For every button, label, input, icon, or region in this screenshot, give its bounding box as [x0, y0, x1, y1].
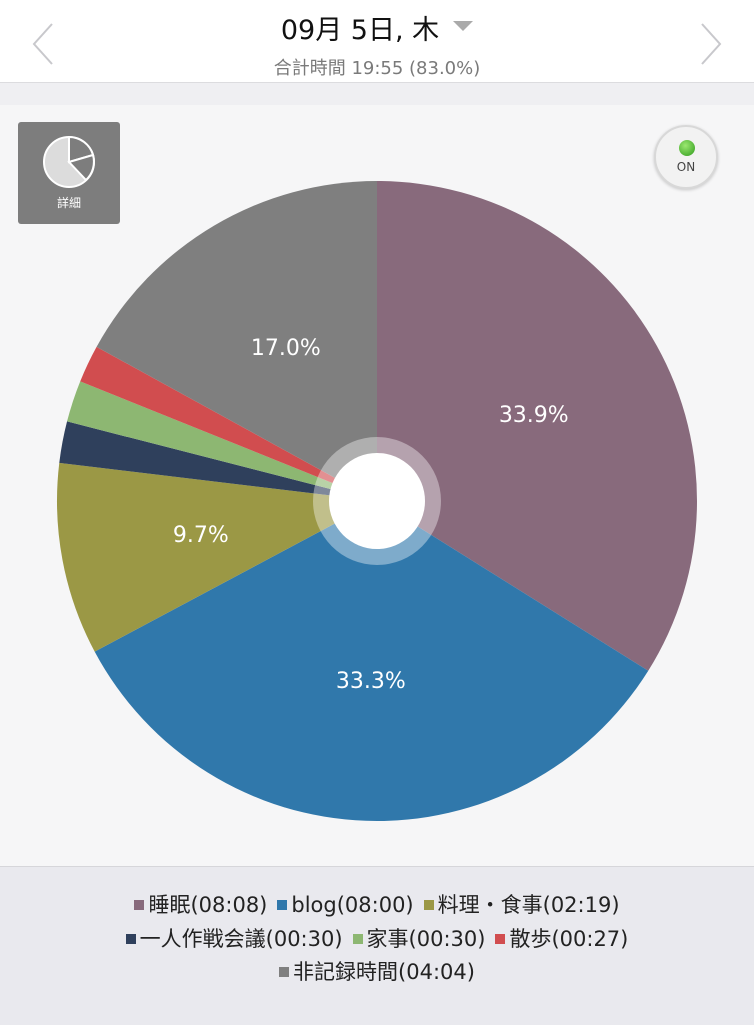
on-toggle-label: ON — [676, 160, 696, 174]
legend-label: 一人作戦会議(00:30) — [139, 927, 343, 951]
dropdown-arrow-icon — [453, 21, 474, 31]
pie-chart: 33.9% 33.3% 9.7% 17.0% — [57, 180, 697, 822]
legend-label: blog(08:00) — [291, 893, 414, 917]
legend-item: blog(08:00) — [277, 893, 414, 917]
legend-swatch — [134, 900, 145, 910]
pie-slice-0[interactable] — [377, 181, 697, 671]
legend-item: 散歩(00:27) — [495, 923, 628, 953]
header-bar: 09月 5日, 木 合計時間 19:55 (83.0%) — [0, 0, 754, 83]
date-selector[interactable]: 09月 5日, 木 — [0, 12, 754, 50]
detail-label: 詳細 — [56, 196, 81, 210]
pie-slice-2[interactable] — [57, 462, 378, 652]
donut-hole — [329, 453, 425, 549]
legend-label: 散歩(00:27) — [509, 927, 629, 951]
legend-item: 一人作戦会議(00:30) — [125, 923, 343, 953]
next-day-button[interactable] — [688, 22, 728, 66]
legend-item: 家事(00:30) — [352, 923, 486, 953]
legend-label: 料理・食事(02:19) — [437, 893, 620, 917]
pie-slice-1[interactable] — [94, 501, 649, 822]
legend-item: 睡眠(08:08) — [134, 889, 267, 919]
status-led-icon — [679, 140, 695, 156]
previous-day-button[interactable] — [26, 22, 66, 66]
slice-label-1: 33.3% — [336, 669, 406, 694]
total-time-summary: 合計時間 19:55 (83.0%) — [273, 58, 481, 79]
detail-button[interactable]: 詳細 — [18, 122, 120, 224]
legend-swatch — [423, 900, 434, 910]
pie-slice-5[interactable] — [80, 346, 377, 501]
legend-row: 一人作戦会議(00:30) 家事(00:30) 散歩(00:27) — [0, 923, 754, 953]
chevron-left-icon — [32, 23, 53, 65]
legend-swatch — [125, 934, 136, 944]
slice-label-6: 17.0% — [251, 336, 321, 361]
pie-slice-6[interactable] — [96, 180, 378, 501]
legend-label: 家事(00:30) — [366, 927, 486, 951]
legend-item: 非記録時間(04:04) — [279, 956, 475, 986]
pie-slice-4[interactable] — [67, 381, 377, 501]
header-divider-band — [0, 83, 754, 105]
on-toggle-button[interactable]: ON — [654, 125, 718, 189]
pie-chart-icon — [43, 135, 95, 188]
date-title: 09月 5日, 木 — [280, 15, 440, 46]
legend-swatch — [495, 934, 506, 944]
legend-label: 睡眠(08:08) — [148, 893, 268, 917]
slice-label-0: 33.9% — [499, 403, 569, 428]
slice-label-2: 9.7% — [173, 523, 229, 548]
legend-swatch — [279, 967, 290, 977]
legend-row: 非記録時間(04:04) — [0, 956, 754, 986]
chevron-right-icon — [701, 23, 722, 65]
legend-row: 睡眠(08:08) blog(08:00) 料理・食事(02:19) — [0, 889, 754, 919]
legend-item: 料理・食事(02:19) — [423, 889, 620, 919]
pie-slice-3[interactable] — [59, 421, 378, 501]
chart-legend: 睡眠(08:08) blog(08:00) 料理・食事(02:19) 一人作戦会議(… — [0, 866, 754, 1025]
legend-swatch — [352, 934, 363, 944]
legend-label: 非記録時間(04:04) — [293, 960, 475, 984]
legend-swatch — [277, 900, 288, 910]
